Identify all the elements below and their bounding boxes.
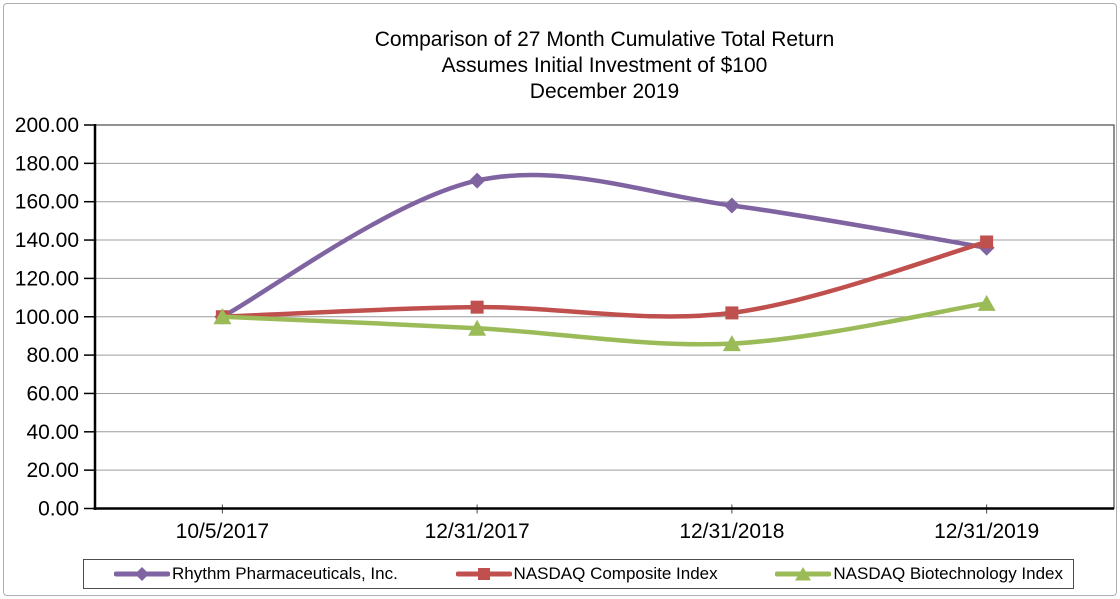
x-axis-label: 12/31/2019 [934,520,1039,543]
x-axis-label: 12/31/2018 [679,520,784,543]
series-line-1 [220,239,989,319]
square-marker-icon [477,568,490,580]
triangle-legend-sample [775,567,832,581]
y-axis-label: 60.00 [26,382,79,405]
y-axis-label: 80.00 [26,344,79,367]
chart-subtitle: Assumes Initial Investment of $100 [441,54,768,77]
legend-item-1: NASDAQ Composite Index [455,564,718,584]
y-axis-label: 100.00 [15,306,79,329]
square-marker-icon [725,306,739,320]
series-line-0 [220,172,989,319]
square-legend-sample [455,568,512,580]
diamond-marker-icon [723,197,740,214]
series-line-2 [220,301,989,347]
y-axis-label: 40.00 [26,421,79,444]
square-marker-icon [980,235,994,249]
y-axis-label: 0.00 [38,498,79,521]
y-axis-label: 180.00 [15,152,79,175]
legend-label: Rhythm Pharmaceuticals, Inc. [172,564,398,583]
legend-label: NASDAQ Composite Index [513,564,718,583]
triangle-marker-icon [795,567,812,581]
y-axis-label: 140.00 [15,229,79,252]
legend-label: NASDAQ Biotechnology Index [833,564,1063,583]
diamond-marker-icon [469,172,486,189]
chart-legend: Rhythm Pharmaceuticals, Inc. NASDAQ Compo… [83,559,1074,589]
legend-item-2: NASDAQ Biotechnology Index [775,564,1063,584]
y-axis-label: 120.00 [15,267,79,290]
legend-item-0: Rhythm Pharmaceuticals, Inc. [114,564,398,584]
triangle-marker-icon [977,294,996,311]
y-axis-label: 200.00 [15,114,79,137]
triangle-marker-icon [213,308,232,325]
y-axis-label: 20.00 [26,459,79,482]
chart-title-block: Comparison of 27 Month Cumulative Total … [95,27,1114,105]
diamond-marker-icon [135,567,149,581]
triangle-marker-icon [468,319,487,336]
x-axis-label: 12/31/2017 [425,520,530,543]
square-marker-icon [470,300,484,314]
x-axis-label: 10/5/2017 [176,520,269,543]
diamond-legend-sample [114,567,170,581]
chart-title: Comparison of 27 Month Cumulative Total … [374,28,835,51]
y-axis-label: 160.00 [15,191,79,214]
chart-period-label: December 2019 [529,80,680,103]
triangle-marker-icon [722,335,741,352]
